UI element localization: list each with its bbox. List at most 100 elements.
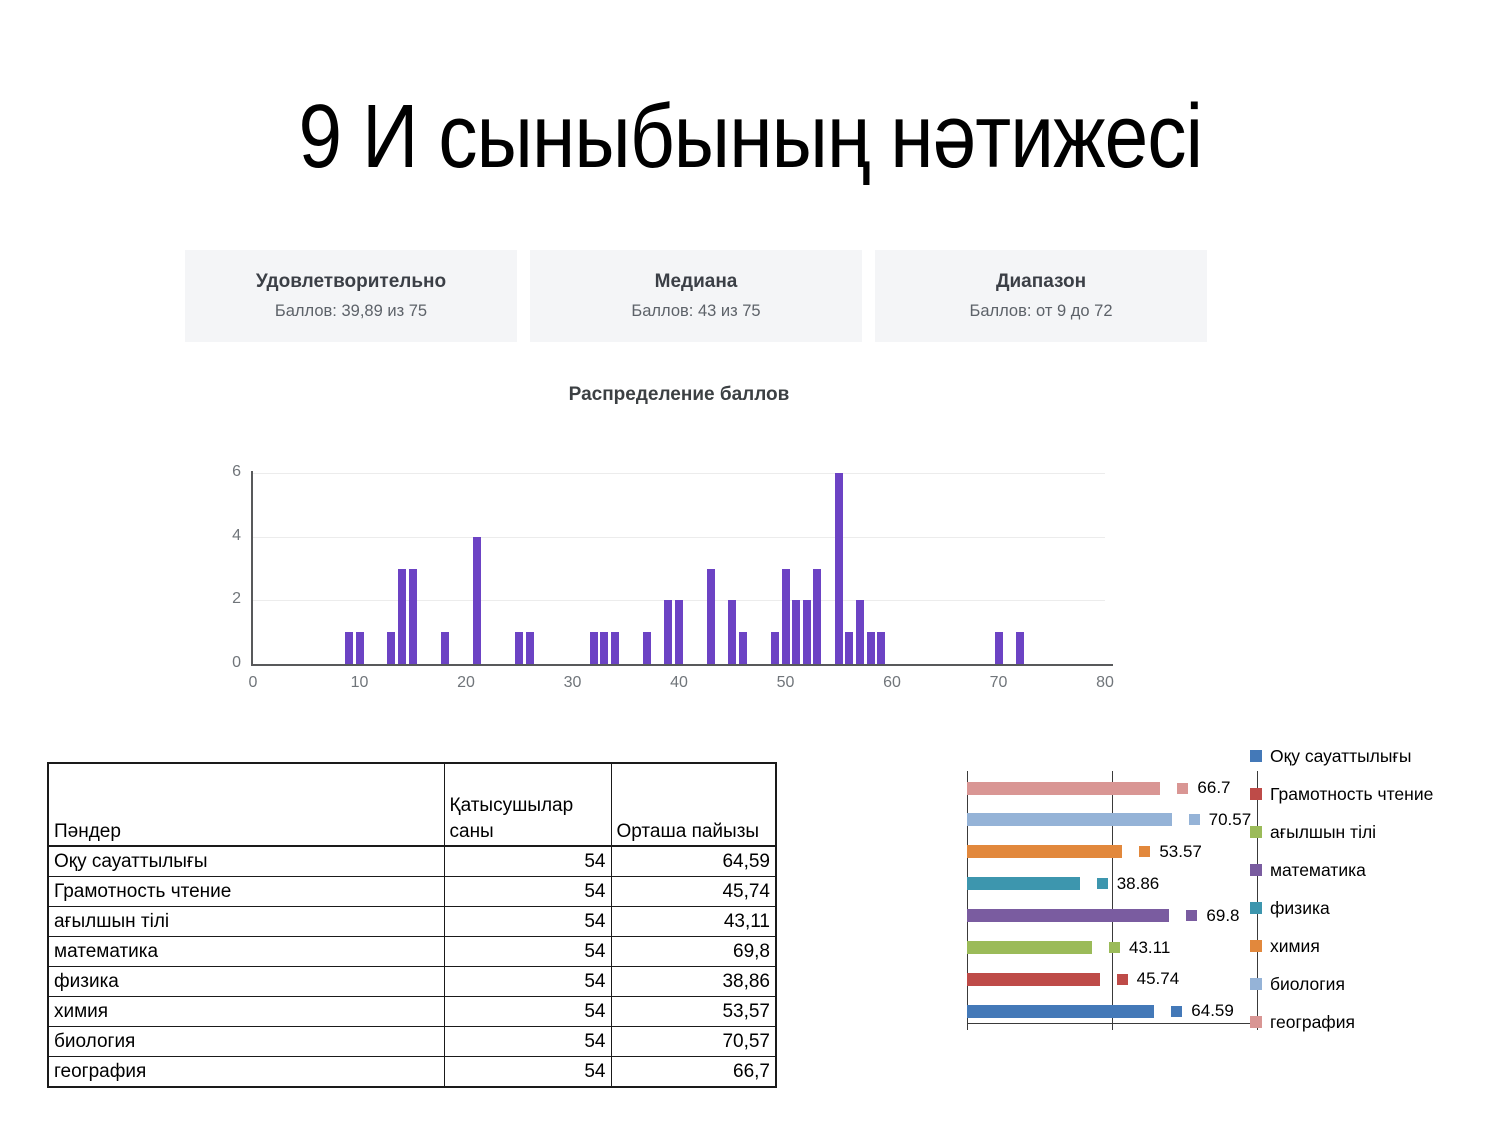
data-label-key [1171,1005,1183,1017]
x-tick-label: 0 [248,674,258,691]
histogram-bar [344,632,353,664]
legend-key [1250,864,1262,876]
gridline [1112,771,1113,1023]
gridline [967,771,968,1023]
histogram-bar [994,632,1003,664]
data-label: 38.86 [1116,873,1160,893]
subjects-table: Пәндер Қатысушылар саны Орташа пайызы Оқу с… [47,762,777,1088]
stat-card-value: Баллов: 39,89 из 75 [274,302,428,320]
data-label-key [1139,846,1151,858]
legend-key [1250,1016,1262,1028]
table-cell-subject: Грамотность чтение [47,876,445,907]
histogram-bar [398,568,407,664]
data-label: 45.74 [1136,969,1180,989]
table-cell-subject: математика [47,936,445,967]
histogram-bar [525,632,534,664]
legend-label: Грамотность чтение [1270,784,1434,804]
x-axis [251,664,1113,666]
table-row: физика 54 38,86 [47,966,777,997]
histogram-bar [440,632,449,664]
table-row: математика 54 69,8 [47,936,777,967]
subject-bar [967,877,1080,891]
axis-tick [967,1023,968,1030]
subject-bar [967,972,1100,986]
stat-card-value: Баллов: от 9 до 72 [969,302,1113,320]
legend-key [1250,788,1262,800]
legend-key [1250,826,1262,838]
stat-card: Диапазон Баллов: от 9 до 72 [875,250,1207,342]
table-cell-value: 70,57 [610,1026,777,1057]
legend-label: математика [1270,860,1366,880]
histogram-bar [866,632,875,664]
x-tick-label: 80 [1096,674,1114,691]
histogram-bar [845,632,854,664]
subject-bar [967,941,1093,954]
table-cell-value: 54 [443,966,612,997]
legend-label: ағылшын тілі [1270,822,1377,842]
stat-cards: Удовлетворительно Баллов: 39,89 из 75 Меди… [185,250,1207,342]
legend-label: химия [1270,936,1320,956]
x-tick-label: 60 [883,674,901,691]
table-row: химия 54 53,57 [47,996,777,1027]
table-cell-value: 66,7 [610,1056,777,1088]
page-title: 9 И сыныбының нәтижесі [0,86,1500,189]
histogram-bar [643,632,652,664]
histogram-bar [834,473,843,664]
y-axis [251,471,253,664]
data-label: 53.57 [1159,841,1202,861]
histogram-bar [738,632,747,664]
table-cell-subject: биология [47,1026,445,1057]
x-tick-label: 10 [350,674,369,691]
table-cell-subject: физика [47,966,445,997]
table-cell-value: 45,74 [610,876,777,907]
subject-bar [967,1004,1155,1018]
table-cell-value: 54 [443,936,612,967]
table-header-cell: Орташа пайызы [610,762,777,847]
histogram-title: Распределение баллов [568,384,790,405]
x-tick-label: 70 [989,674,1008,691]
histogram-bar [589,632,598,664]
data-label-key [1116,973,1128,985]
histogram-bar [728,600,737,664]
table-row: ағылшын тілі 54 43,11 [47,906,777,937]
gridline [253,536,1105,538]
x-tick-label: 40 [670,674,688,691]
legend-key [1250,750,1262,762]
table-cell-value: 54 [443,906,612,937]
table-row: биология 54 70,57 [47,1026,777,1057]
histogram-bar [856,600,865,664]
histogram-bar [355,632,364,664]
legend-label: биология [1270,974,1345,994]
axis-tick [1112,1023,1113,1030]
y-tick-label: 6 [232,463,241,480]
data-label-key [1096,878,1108,890]
stat-card: Медиана Баллов: 43 из 75 [530,250,862,342]
histogram-bar [472,536,481,664]
histogram-bar [600,632,609,664]
data-label-key [1188,814,1200,826]
y-tick-label: 2 [232,590,241,608]
data-label-key [1109,942,1121,953]
histogram-bar [802,600,811,664]
x-tick-label: 30 [563,674,582,691]
table-row: география 54 66,7 [47,1056,777,1088]
histogram-bar [792,600,801,664]
data-label: 70.57 [1208,809,1252,829]
legend-key [1250,902,1262,914]
table-cell-value: 38,86 [610,966,777,997]
table-cell-value: 43,11 [610,906,777,937]
x-tick-label: 50 [776,674,795,691]
stat-card-label: Удовлетворительно [255,271,447,292]
stat-card-label: Медиана [654,271,738,292]
legend-key [1250,978,1262,990]
y-tick-label: 0 [232,654,241,671]
data-label-key [1177,782,1189,794]
table-cell-subject: география [47,1056,445,1088]
x-tick-label: 20 [457,674,475,691]
legend-label: физика [1270,898,1330,918]
legend-label: Оқу сауаттылығы [1270,746,1412,766]
histogram-bar [770,632,779,664]
stat-card: Удовлетворительно Баллов: 39,89 из 75 [185,250,517,342]
